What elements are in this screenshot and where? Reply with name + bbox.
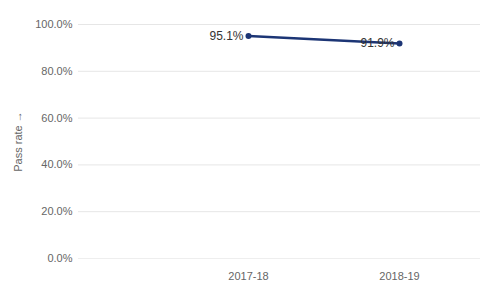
- svg-text:40.0%: 40.0%: [41, 158, 72, 170]
- svg-text:91.9%: 91.9%: [360, 36, 394, 50]
- svg-text:Pass rate →: Pass rate →: [12, 111, 24, 172]
- svg-text:20.0%: 20.0%: [41, 205, 72, 217]
- svg-text:2017-18: 2017-18: [228, 270, 268, 282]
- svg-text:0.0%: 0.0%: [47, 252, 72, 264]
- svg-text:95.1%: 95.1%: [209, 29, 243, 43]
- svg-text:2018-19: 2018-19: [379, 270, 419, 282]
- svg-text:100.0%: 100.0%: [35, 18, 73, 30]
- svg-text:60.0%: 60.0%: [41, 112, 72, 124]
- svg-text:80.0%: 80.0%: [41, 65, 72, 77]
